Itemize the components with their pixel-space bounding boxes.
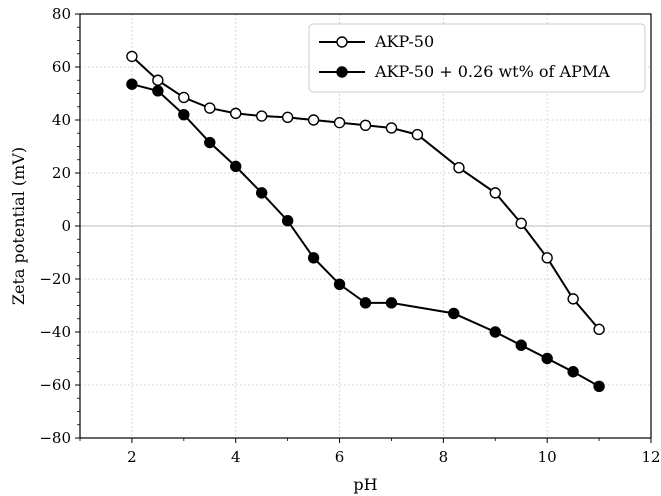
legend-marker <box>336 36 348 48</box>
x-tick-label: 4 <box>231 448 241 466</box>
data-point <box>593 380 605 393</box>
data-point <box>307 252 320 264</box>
y-tick-label: −40 <box>39 323 71 341</box>
data-point <box>385 297 398 309</box>
x-tick-label: 6 <box>335 448 345 466</box>
data-point <box>359 119 372 132</box>
data-point <box>411 128 424 141</box>
data-point <box>593 323 605 336</box>
legend-label: AKP-50 <box>374 32 434 51</box>
y-tick-label: 20 <box>52 164 71 182</box>
y-tick-label: −80 <box>39 429 71 447</box>
x-tick-label: 2 <box>127 448 137 466</box>
data-point <box>204 136 216 149</box>
data-point <box>204 102 216 114</box>
legend-label: AKP-50 + 0.26 wt% of APMA <box>374 62 610 81</box>
series-1 <box>126 50 605 336</box>
data-point <box>152 85 164 97</box>
y-tick-label: 0 <box>61 217 71 235</box>
data-point <box>489 326 501 338</box>
data-point <box>489 187 501 199</box>
x-axis-label: pH <box>353 475 377 494</box>
y-axis-label: Zeta potential (mV) <box>9 147 28 305</box>
data-point <box>281 111 294 124</box>
legend-box <box>308 23 646 93</box>
ticks-layer: 2 4 6 8 10 12 −80 −60 −40 −20 0 20 40 60 80 <box>39 5 660 466</box>
data-point <box>178 91 190 104</box>
data-point <box>541 352 553 365</box>
data-point <box>281 214 294 227</box>
legend: AKP-50 AKP-50 + 0.26 wt% of APMA <box>308 23 646 93</box>
y-tick-label: −60 <box>39 376 71 394</box>
data-point <box>385 122 398 134</box>
data-point <box>255 110 268 122</box>
series-line <box>131 55 600 331</box>
data-point <box>333 278 346 290</box>
data-point <box>567 293 579 305</box>
data-point <box>126 50 138 63</box>
data-point <box>230 107 242 120</box>
x-tick-label: 10 <box>538 448 557 466</box>
data-point <box>541 252 553 264</box>
series-layer <box>126 50 605 393</box>
y-tick-label: 40 <box>52 111 71 129</box>
data-point <box>230 160 242 173</box>
data-point <box>333 116 346 129</box>
data-point <box>567 366 579 378</box>
data-point <box>448 307 460 320</box>
data-point <box>515 217 527 230</box>
data-point <box>126 78 138 90</box>
data-point <box>453 161 465 174</box>
y-tick-label: 80 <box>52 5 71 23</box>
y-tick-label: 60 <box>52 58 71 76</box>
legend-marker <box>336 66 348 78</box>
data-point <box>307 114 320 126</box>
data-point <box>515 339 527 351</box>
y-tick-label: −20 <box>39 270 71 288</box>
x-tick-label: 8 <box>439 448 449 466</box>
x-tick-label: 12 <box>641 448 660 466</box>
data-point <box>152 74 164 86</box>
data-point <box>255 187 268 199</box>
data-point <box>359 297 372 309</box>
series-2 <box>126 78 605 393</box>
data-point <box>178 108 190 121</box>
